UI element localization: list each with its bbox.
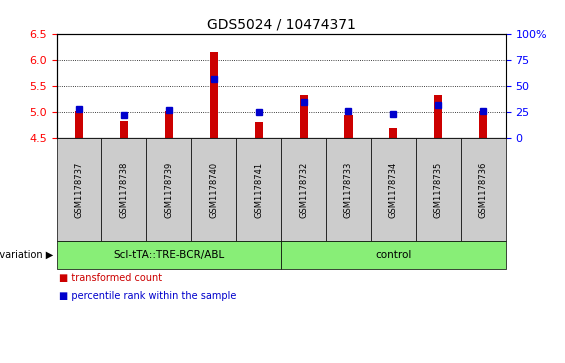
- Bar: [389, 127, 397, 138]
- Bar: [479, 111, 487, 138]
- Text: GSM1178739: GSM1178739: [164, 162, 173, 218]
- Bar: [75, 111, 83, 138]
- Text: control: control: [375, 250, 411, 260]
- Text: GSM1178741: GSM1178741: [254, 162, 263, 218]
- Text: Scl-tTA::TRE-BCR/ABL: Scl-tTA::TRE-BCR/ABL: [113, 250, 224, 260]
- Text: GSM1178737: GSM1178737: [75, 162, 84, 218]
- Text: GSM1178738: GSM1178738: [119, 162, 128, 218]
- Title: GDS5024 / 10474371: GDS5024 / 10474371: [207, 18, 355, 32]
- Text: GSM1178734: GSM1178734: [389, 162, 398, 218]
- Bar: [210, 52, 218, 138]
- Text: genotype/variation ▶: genotype/variation ▶: [0, 250, 54, 260]
- Text: ■ transformed count: ■ transformed count: [59, 273, 163, 283]
- Text: GSM1178735: GSM1178735: [434, 162, 443, 218]
- Text: GSM1178732: GSM1178732: [299, 162, 308, 218]
- Text: GSM1178733: GSM1178733: [344, 162, 353, 218]
- Bar: [165, 111, 173, 138]
- Text: ■ percentile rank within the sample: ■ percentile rank within the sample: [59, 291, 237, 301]
- Bar: [345, 115, 353, 138]
- Bar: [434, 95, 442, 138]
- Bar: [299, 95, 307, 138]
- Text: GSM1178740: GSM1178740: [209, 162, 218, 218]
- Bar: [120, 121, 128, 138]
- Text: GSM1178736: GSM1178736: [479, 162, 488, 218]
- Bar: [255, 122, 263, 138]
